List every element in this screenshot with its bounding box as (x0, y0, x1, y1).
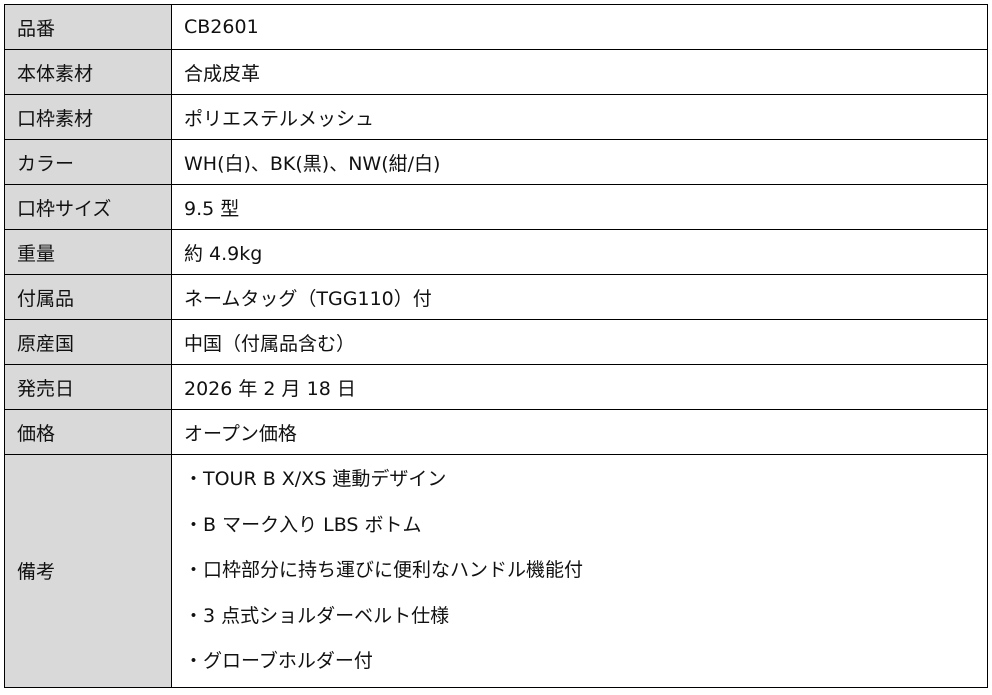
spec-label: カラー (4, 139, 172, 185)
spec-row: カラー WH(白)、BK(黒)、NW(紺/白) (4, 139, 988, 185)
notes-label: 備考 (4, 454, 172, 688)
spec-value: WH(白)、BK(黒)、NW(紺/白) (171, 139, 988, 185)
spec-label: 発売日 (4, 364, 172, 410)
spec-label: 本体素材 (4, 49, 172, 95)
spec-label: 口枠素材 (4, 94, 172, 140)
spec-row: 発売日 2026 年 2 月 18 日 (4, 364, 988, 410)
spec-value: 約 4.9kg (171, 229, 988, 275)
spec-label: 付属品 (4, 274, 172, 320)
spec-row: 品番 CB2601 (4, 4, 988, 50)
notes-list: ・TOUR B X/XS 連動デザイン ・B マーク入り LBS ボトム・口枠部分… (171, 454, 988, 688)
spec-value: 合成皮革 (171, 49, 988, 95)
spec-row: 口枠素材 ポリエステルメッシュ (4, 94, 988, 140)
spec-row: 価格 オープン価格 (4, 409, 988, 455)
spec-value: 2026 年 2 月 18 日 (171, 364, 988, 410)
note-item: ・B マーク入り LBS ボトム (184, 513, 422, 536)
spec-row: 口枠サイズ 9.5 型 (4, 184, 988, 230)
spec-row: 重量約 4.9kg (4, 229, 988, 275)
note-item: ・口枠部分に持ち運びに便利なハンドル機能付 (184, 559, 584, 581)
spec-label: 品番 (4, 4, 172, 50)
spec-value: CB2601 (171, 4, 988, 50)
spec-table: 品番 CB2601 本体素材 合成皮革 口枠素材 ポリエステルメッシュ カラー WH(白)、B… (4, 4, 988, 688)
note-item: ・グローブホルダー付 (184, 650, 373, 672)
note-item: ・TOUR B X/XS 連動デザイン (184, 468, 447, 490)
spec-row: 原産国 中国（付属品含む） (4, 319, 988, 365)
spec-value: ネームタッグ（TGG110）付 (171, 274, 988, 320)
spec-label: 重量 (4, 229, 172, 275)
spec-label: 価格 (4, 409, 172, 455)
spec-value: ポリエステルメッシュ (171, 94, 988, 140)
spec-value: オープン価格 (171, 409, 988, 455)
spec-row: 本体素材 合成皮革 (4, 49, 988, 95)
spec-value: 9.5 型 (171, 184, 988, 230)
spec-label: 原産国 (4, 319, 172, 365)
spec-row: 付属品 ネームタッグ（TGG110）付 (4, 274, 988, 320)
spec-label: 口枠サイズ (4, 184, 172, 230)
notes-row: 備考 ・TOUR B X/XS 連動デザイン ・B マーク入り LBS ボトム・口枠… (4, 454, 988, 688)
note-item: ・3 点式ショルダーベルト仕様 (184, 604, 450, 627)
spec-value: 中国（付属品含む） (171, 319, 988, 365)
